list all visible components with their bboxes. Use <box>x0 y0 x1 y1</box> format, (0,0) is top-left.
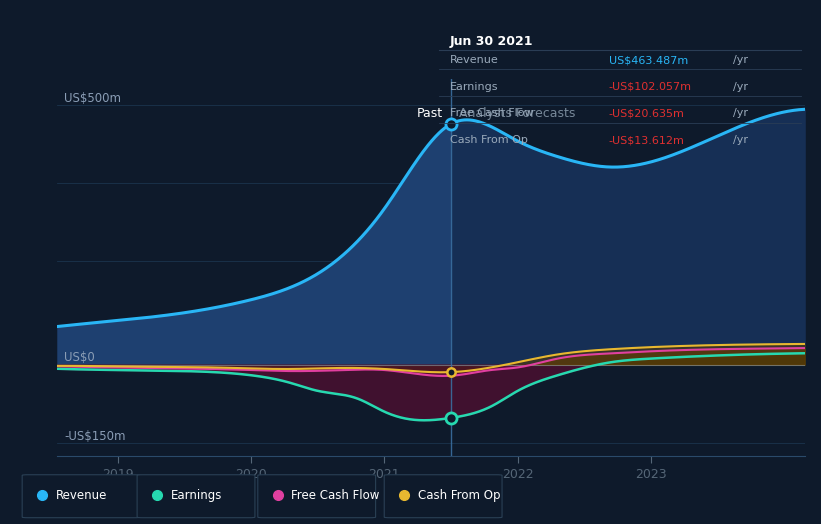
Text: US$0: US$0 <box>64 351 95 364</box>
Text: Jun 30 2021: Jun 30 2021 <box>450 35 534 48</box>
Text: Earnings: Earnings <box>450 82 498 92</box>
Text: -US$150m: -US$150m <box>64 430 126 443</box>
Text: /yr: /yr <box>733 82 748 92</box>
Text: Free Cash Flow: Free Cash Flow <box>291 489 379 501</box>
Text: Earnings: Earnings <box>171 489 222 501</box>
Text: /yr: /yr <box>733 108 748 118</box>
FancyBboxPatch shape <box>258 475 376 518</box>
Text: /yr: /yr <box>733 135 748 145</box>
Text: Past: Past <box>417 107 443 119</box>
Text: Revenue: Revenue <box>450 55 498 65</box>
Text: US$463.487m: US$463.487m <box>608 55 688 65</box>
Text: Cash From Op: Cash From Op <box>450 135 528 145</box>
Text: /yr: /yr <box>733 55 748 65</box>
Text: -US$102.057m: -US$102.057m <box>608 82 691 92</box>
FancyBboxPatch shape <box>137 475 255 518</box>
Text: US$500m: US$500m <box>64 92 122 105</box>
FancyBboxPatch shape <box>384 475 502 518</box>
Text: Free Cash Flow: Free Cash Flow <box>450 108 534 118</box>
Text: Revenue: Revenue <box>56 489 107 501</box>
Text: -US$13.612m: -US$13.612m <box>608 135 685 145</box>
FancyBboxPatch shape <box>22 475 140 518</box>
Text: -US$20.635m: -US$20.635m <box>608 108 685 118</box>
Text: Cash From Op: Cash From Op <box>418 489 500 501</box>
Text: Analysts Forecasts: Analysts Forecasts <box>459 107 576 119</box>
